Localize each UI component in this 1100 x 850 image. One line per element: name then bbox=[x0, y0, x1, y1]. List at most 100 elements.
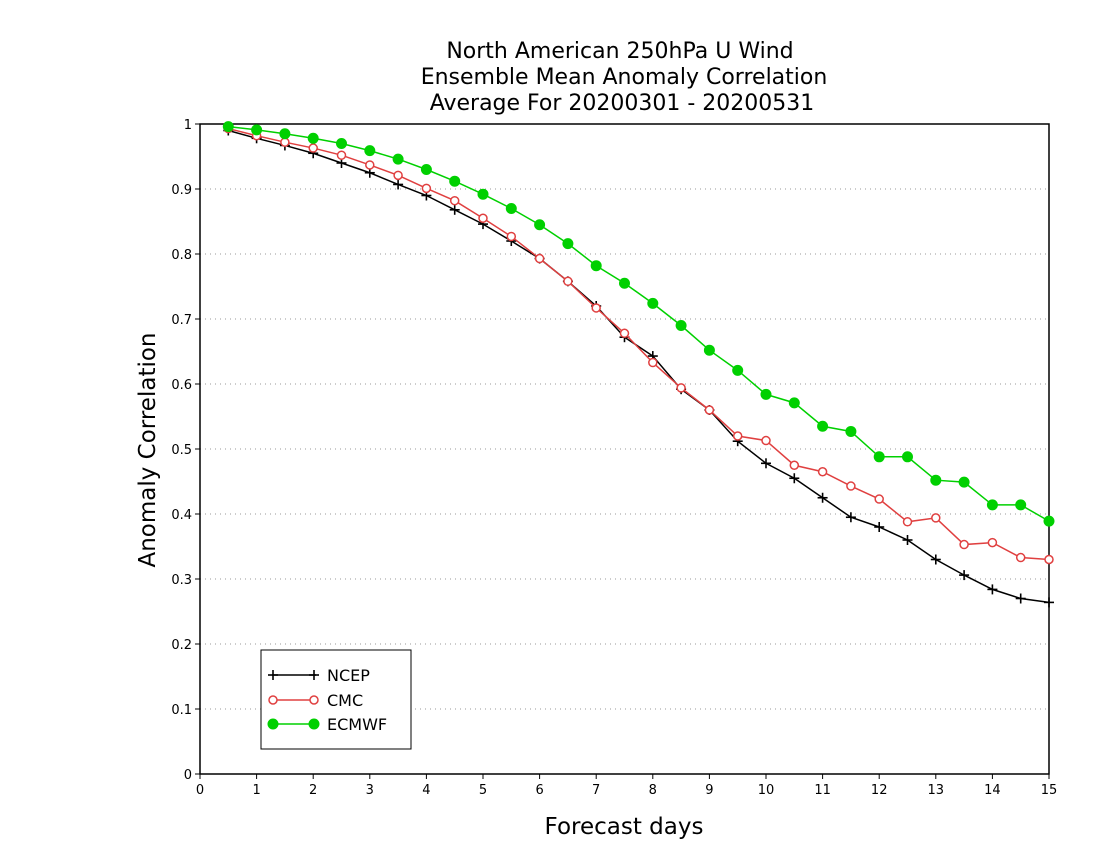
point-ecmwf bbox=[364, 145, 376, 157]
point-cmc bbox=[619, 328, 630, 339]
y-tick-label: 0.6 bbox=[171, 378, 192, 393]
point-cmc bbox=[591, 303, 601, 313]
x-tick-label: 0 bbox=[196, 783, 204, 798]
series-lines bbox=[222, 121, 1055, 608]
point-ncep bbox=[902, 535, 913, 545]
x-axis-title: Forecast days bbox=[545, 814, 704, 840]
series-line-ncep bbox=[228, 129, 1050, 604]
point-ecmwf bbox=[251, 124, 263, 136]
point-ecmwf bbox=[1015, 499, 1027, 511]
point-ncep bbox=[959, 570, 970, 581]
y-tick-label: 0.8 bbox=[171, 248, 192, 263]
point-cmc bbox=[874, 494, 884, 504]
point-ecmwf bbox=[420, 164, 432, 175]
point-ecmwf bbox=[505, 203, 517, 214]
point-cmc bbox=[732, 431, 743, 441]
point-ecmwf bbox=[817, 420, 829, 432]
point-ecmwf bbox=[336, 138, 347, 149]
point-ncep bbox=[393, 179, 404, 190]
y-tick-label: 1 bbox=[184, 118, 192, 133]
point-cmc bbox=[1044, 554, 1054, 565]
point-cmc bbox=[449, 195, 460, 206]
point-ecmwf bbox=[760, 388, 772, 400]
point-ncep bbox=[1044, 597, 1054, 608]
point-cmc bbox=[931, 513, 941, 523]
x-tick-label: 14 bbox=[984, 783, 1001, 798]
point-cmc bbox=[648, 357, 658, 368]
point-ecmwf bbox=[647, 297, 659, 309]
point-cmc bbox=[1015, 552, 1026, 563]
point-cmc bbox=[704, 405, 715, 415]
point-cmc bbox=[846, 481, 856, 491]
point-cmc bbox=[478, 213, 488, 223]
point-cmc bbox=[308, 143, 318, 153]
point-cmc bbox=[336, 150, 347, 160]
point-ecmwf bbox=[732, 364, 744, 376]
x-tick-label: 15 bbox=[1041, 783, 1058, 798]
point-ecmwf bbox=[986, 499, 998, 511]
point-ecmwf bbox=[307, 132, 319, 144]
point-cmc bbox=[365, 160, 375, 170]
point-ecmwf bbox=[930, 474, 942, 486]
legend-marker-left-ecmwf bbox=[267, 718, 279, 730]
point-ecmwf bbox=[902, 451, 913, 463]
x-tick-label: 8 bbox=[649, 783, 657, 798]
point-ecmwf bbox=[534, 219, 546, 231]
legend-marker-left-cmc bbox=[268, 695, 278, 705]
legend-marker-right-ncep bbox=[309, 670, 319, 680]
x-tick-label: 7 bbox=[592, 783, 600, 798]
point-cmc bbox=[789, 460, 800, 470]
point-ecmwf bbox=[562, 238, 574, 250]
legend: NCEP CMC ECMWF bbox=[260, 649, 412, 750]
legend-marker-left-ncep bbox=[268, 670, 278, 680]
y-tick-label: 0.4 bbox=[171, 508, 192, 523]
point-ecmwf bbox=[788, 397, 800, 409]
point-ncep bbox=[761, 458, 771, 469]
title-line-2: Ensemble Mean Anomaly Correlation bbox=[421, 65, 828, 90]
y-tick-label: 0 bbox=[184, 768, 192, 783]
legend-label-ncep: NCEP bbox=[327, 666, 370, 685]
point-ncep bbox=[1015, 593, 1026, 604]
legend-label-cmc: CMC bbox=[327, 691, 363, 710]
point-cmc bbox=[817, 467, 828, 477]
point-ecmwf bbox=[703, 344, 715, 356]
point-ecmwf bbox=[477, 188, 489, 200]
point-cmc bbox=[676, 383, 686, 393]
point-ecmwf bbox=[958, 476, 970, 488]
title-line-3: Average For 20200301 - 20200531 bbox=[430, 91, 815, 116]
y-axis-title: Anomaly Correlation bbox=[135, 332, 161, 567]
point-ncep bbox=[930, 554, 941, 565]
x-tick-label: 10 bbox=[758, 783, 775, 798]
y-tick-label: 0.3 bbox=[171, 573, 192, 588]
point-ncep bbox=[874, 522, 885, 532]
point-cmc bbox=[280, 137, 290, 147]
point-ecmwf bbox=[619, 277, 630, 289]
point-cmc bbox=[563, 276, 573, 287]
point-cmc bbox=[987, 537, 998, 548]
axis-ticks: 00.10.20.30.40.50.60.70.80.910 1 2 3 4 5 6 7 8 9 1… bbox=[171, 118, 1057, 798]
legend-label-ecmwf: ECMWF bbox=[327, 715, 387, 734]
title-line-1: North American 250hPa U Wind bbox=[446, 39, 793, 64]
series-line-cmc bbox=[228, 127, 1050, 561]
x-tick-label: 9 bbox=[705, 783, 713, 798]
point-ecmwf bbox=[279, 128, 291, 140]
point-cmc bbox=[506, 231, 517, 242]
legend-marker-right-ecmwf bbox=[308, 718, 320, 730]
point-ecmwf bbox=[392, 153, 404, 165]
point-cmc bbox=[959, 539, 969, 550]
x-tick-label: 3 bbox=[366, 783, 374, 798]
y-tick-label: 0.7 bbox=[171, 313, 192, 328]
point-cmc bbox=[534, 253, 545, 264]
point-ecmwf bbox=[222, 121, 234, 133]
point-cmc bbox=[393, 170, 403, 181]
point-ncep bbox=[449, 204, 460, 215]
legend-marker-right-cmc bbox=[309, 695, 319, 705]
x-tick-label: 11 bbox=[814, 783, 831, 798]
point-ecmwf bbox=[1043, 515, 1055, 527]
y-tick-label: 0.1 bbox=[171, 703, 192, 718]
chart-title: North American 250hPa U Wind Ensemble Me… bbox=[421, 39, 828, 116]
point-ncep bbox=[817, 492, 828, 503]
y-tick-label: 0.2 bbox=[171, 638, 192, 653]
y-tick-label: 0.5 bbox=[171, 443, 192, 458]
